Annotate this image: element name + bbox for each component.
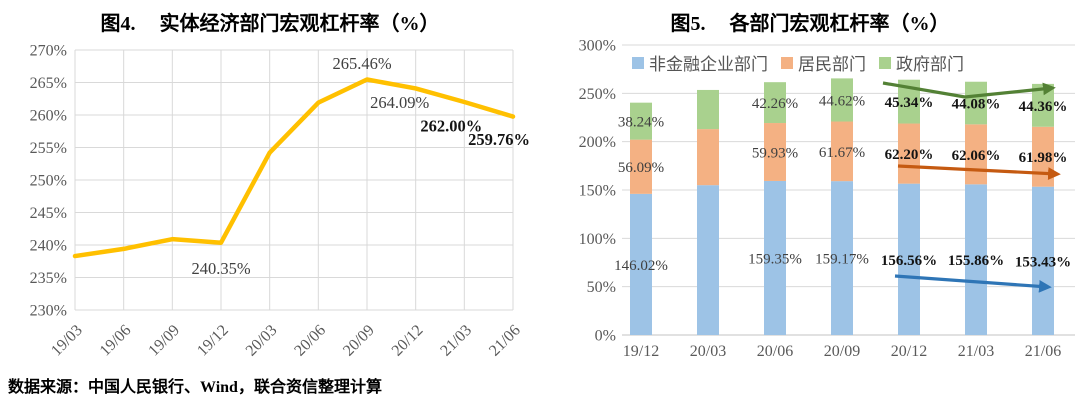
svg-text:19/12: 19/12: [194, 322, 232, 360]
svg-text:155.86%: 155.86%: [948, 253, 1004, 269]
fig5-legend: 非金融企业部门 居民部门 政府部门: [632, 50, 964, 75]
svg-text:61.67%: 61.67%: [819, 145, 865, 161]
svg-text:159.35%: 159.35%: [748, 251, 802, 267]
legend-item-government: 政府部门: [879, 50, 964, 75]
svg-text:21/03: 21/03: [437, 322, 475, 360]
svg-text:59.93%: 59.93%: [752, 145, 798, 161]
fig4-title: 图4. 实体经济部门宏观杠杆率（%）: [0, 7, 540, 36]
svg-text:259.76%: 259.76%: [468, 130, 530, 149]
svg-text:230%: 230%: [30, 303, 67, 320]
svg-text:146.02%: 146.02%: [614, 258, 668, 274]
svg-text:19/06: 19/06: [97, 322, 135, 360]
fig4-title-text: 实体经济部门宏观杠杆率（%）: [159, 13, 440, 35]
fig5-stacked-bar-plot: 0% 50% 100% 150% 200% 250% 300% 19/12 20/03 20/06…: [579, 38, 1075, 360]
svg-text:240%: 240%: [30, 238, 67, 255]
svg-text:264.09%: 264.09%: [370, 93, 429, 112]
fig4-real-economy-leverage-chart: 图4. 实体经济部门宏观杠杆率（%） 230% 235% 240% 245% 250% 25…: [0, 7, 540, 396]
fig5-sector-leverage-chart: 图5. 各部门宏观杠杆率（%） 0% 50% 100% 150% 200% 250% 300%…: [540, 0, 1080, 406]
data-source-note: 数据来源：中国人民银行、Wind，联合资信整理计算: [8, 379, 382, 396]
svg-text:20/03: 20/03: [243, 322, 281, 360]
legend-item-nonfinancial-corporate: 非金融企业部门: [632, 50, 768, 75]
svg-text:200%: 200%: [579, 134, 616, 151]
svg-text:62.20%: 62.20%: [885, 147, 934, 163]
svg-text:265%: 265%: [30, 75, 67, 92]
svg-text:45.34%: 45.34%: [885, 95, 934, 111]
legend-label-household: 居民部门: [798, 55, 866, 74]
svg-text:150%: 150%: [579, 183, 616, 200]
svg-text:62.06%: 62.06%: [952, 148, 1001, 164]
svg-text:21/06: 21/06: [486, 322, 524, 360]
svg-text:19/03: 19/03: [48, 322, 86, 360]
svg-text:20/06: 20/06: [291, 322, 329, 360]
svg-text:240.35%: 240.35%: [191, 259, 250, 278]
svg-text:260%: 260%: [30, 108, 67, 125]
svg-text:20/12: 20/12: [891, 343, 927, 360]
svg-text:159.17%: 159.17%: [815, 252, 869, 268]
svg-text:255%: 255%: [30, 140, 67, 157]
legend-swatch-nonfinancial-corporate-icon: [632, 56, 644, 69]
svg-text:300%: 300%: [579, 38, 616, 55]
svg-text:20/09: 20/09: [340, 322, 378, 360]
svg-text:20/12: 20/12: [389, 322, 427, 360]
svg-text:0%: 0%: [595, 328, 616, 345]
svg-text:20/09: 20/09: [824, 343, 860, 360]
fig4-line-plot: 230% 235% 240% 245% 250% 255% 260% 265% 270% 19/0…: [30, 43, 530, 360]
svg-text:250%: 250%: [579, 86, 616, 103]
svg-text:20/06: 20/06: [757, 343, 793, 360]
svg-text:265.46%: 265.46%: [332, 54, 391, 73]
svg-text:44.36%: 44.36%: [1019, 99, 1068, 115]
svg-text:44.08%: 44.08%: [952, 97, 1001, 113]
svg-text:250%: 250%: [30, 173, 67, 190]
svg-text:56.09%: 56.09%: [618, 160, 664, 176]
svg-text:19/12: 19/12: [623, 343, 659, 360]
svg-text:38.24%: 38.24%: [618, 115, 664, 131]
svg-text:19/09: 19/09: [145, 322, 183, 360]
fig5-title-text: 各部门宏观杠杆率（%）: [729, 13, 950, 35]
legend-label-nonfinancial-corporate: 非金融企业部门: [649, 55, 768, 74]
legend-label-government: 政府部门: [896, 55, 964, 74]
fig5-title-number: 图5.: [670, 13, 706, 35]
fig4-title-number: 图4.: [100, 13, 136, 35]
fig5-title: 图5. 各部门宏观杠杆率（%）: [540, 7, 1080, 36]
svg-text:21/06: 21/06: [1025, 343, 1061, 360]
svg-text:100%: 100%: [579, 231, 616, 248]
svg-text:270%: 270%: [30, 43, 67, 60]
svg-text:42.26%: 42.26%: [752, 96, 798, 112]
legend-item-household: 居民部门: [781, 50, 866, 75]
svg-text:235%: 235%: [30, 270, 67, 287]
svg-text:262.00%: 262.00%: [420, 117, 482, 136]
svg-text:44.62%: 44.62%: [819, 93, 865, 109]
svg-text:21/03: 21/03: [958, 343, 994, 360]
svg-text:245%: 245%: [30, 205, 67, 222]
svg-text:153.43%: 153.43%: [1015, 254, 1071, 270]
svg-text:156.56%: 156.56%: [881, 253, 937, 269]
legend-swatch-household-icon: [781, 56, 793, 69]
svg-text:50%: 50%: [587, 279, 616, 296]
svg-text:20/03: 20/03: [690, 343, 726, 360]
legend-swatch-government-icon: [879, 56, 891, 69]
svg-text:61.98%: 61.98%: [1019, 150, 1068, 166]
